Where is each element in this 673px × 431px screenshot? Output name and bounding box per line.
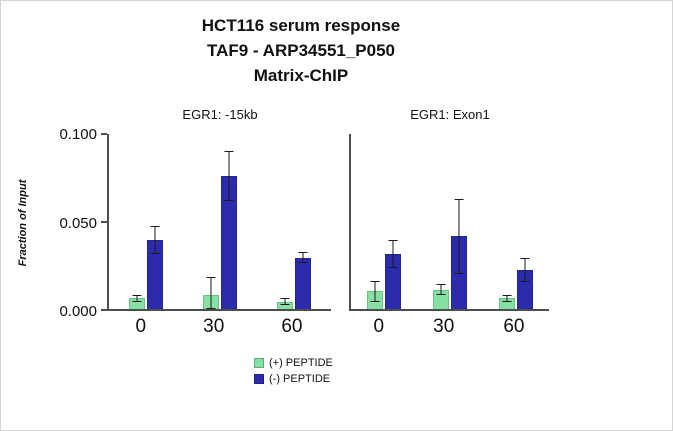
bar-group [202, 151, 238, 309]
error-bar [224, 151, 234, 202]
bar-wrap [433, 284, 449, 309]
error-bar-line [458, 200, 460, 273]
chart-title-line3: Matrix-ChIP [253, 66, 349, 85]
error-bar [436, 284, 446, 295]
x-tick-label: 30 [433, 316, 455, 337]
bar-wrap [385, 239, 401, 309]
error-bar [370, 280, 380, 302]
bars-area-egr1-exon1 [351, 134, 549, 309]
chart-title-line2: TAF9 - ARP34551_P050 [206, 41, 396, 60]
y-tick-label-0.050: 0.050 [59, 215, 97, 232]
y-tick-mark [101, 133, 107, 135]
x-axis-labels-egr1-exon1: 0 30 60 [349, 316, 549, 338]
bar-wrap [499, 294, 515, 309]
bar-wrap [517, 257, 533, 309]
legend-label-minus-peptide: (-) PEPTIDE [269, 373, 331, 385]
bar-wrap [277, 298, 293, 309]
legend: (+) PEPTIDE (-) PEPTIDE [254, 357, 333, 389]
bar-wrap [129, 294, 145, 309]
legend-item-minus-peptide: (-) PEPTIDE [254, 373, 333, 385]
error-bar-line [440, 285, 442, 294]
bar-group [366, 239, 402, 309]
bar-group [128, 225, 164, 309]
bar-wrap [451, 199, 467, 309]
error-bar [388, 239, 398, 269]
error-bar-line [136, 295, 138, 301]
error-bar-line [374, 281, 376, 301]
error-bar-line [154, 226, 156, 254]
bar-wrap [367, 280, 383, 309]
error-bar [502, 294, 512, 302]
panel-egr1-minus15kb: EGR1: -15kb [107, 107, 331, 311]
y-tick-label-0.000: 0.000 [59, 303, 97, 320]
y-tick-mark [101, 221, 107, 223]
x-tick-label: 0 [373, 316, 385, 337]
error-bar-line [302, 253, 304, 262]
x-tick-label: 0 [135, 316, 147, 337]
bar-wrap [147, 225, 163, 309]
legend-item-plus-peptide: (+) PEPTIDE [254, 357, 333, 369]
bar-wrap [203, 277, 219, 309]
bar-group [432, 199, 468, 309]
error-bar [206, 277, 216, 309]
error-bar-line [228, 152, 230, 201]
bar-wrap [221, 151, 237, 309]
legend-label-plus-peptide: (+) PEPTIDE [269, 357, 333, 369]
error-bar-line [284, 299, 286, 305]
x-axis-labels-egr1-minus15kb: 0 30 60 [107, 316, 331, 338]
error-bar-line [506, 295, 508, 301]
error-bar [132, 294, 142, 302]
bars-area-egr1-minus15kb [109, 134, 331, 309]
bar-wrap [295, 252, 311, 309]
x-tick-label: 30 [203, 316, 225, 337]
panel-egr1-exon1: EGR1: Exon1 [349, 107, 549, 311]
y-tick-mark [101, 309, 107, 311]
error-bar-line [392, 240, 394, 268]
error-bar [298, 252, 308, 263]
panel-title-egr1-minus15kb: EGR1: -15kb [182, 107, 258, 122]
chart-title-line1: HCT116 serum response [201, 16, 401, 35]
bar-group [498, 257, 534, 309]
error-bar [150, 225, 160, 255]
error-bar-line [524, 258, 526, 282]
error-bar [520, 257, 530, 283]
y-axis-title: Fraction of Input [17, 179, 29, 267]
error-bar-line [210, 278, 212, 308]
legend-swatch-minus-peptide [254, 374, 264, 384]
x-tick-label: 60 [503, 316, 525, 337]
error-bar [454, 199, 464, 274]
x-tick-label: 60 [281, 316, 303, 337]
legend-swatch-plus-peptide [254, 358, 264, 368]
y-tick-label-0.100: 0.100 [59, 126, 97, 143]
minus-peptide-bar [295, 257, 311, 309]
chart-title: HCT116 serum response TAF9 - ARP34551_P0… [1, 13, 601, 88]
panel-title-egr1-exon1: EGR1: Exon1 [410, 107, 490, 122]
error-bar [280, 298, 290, 306]
bar-group [276, 252, 312, 309]
